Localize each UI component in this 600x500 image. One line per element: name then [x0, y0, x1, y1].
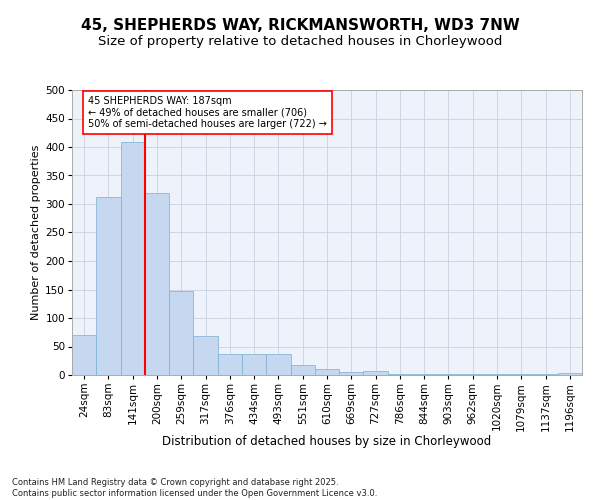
- Bar: [121, 142, 145, 375]
- Bar: [461, 374, 485, 375]
- Bar: [533, 374, 558, 375]
- Bar: [72, 335, 96, 375]
- Bar: [485, 374, 509, 375]
- Bar: [96, 197, 121, 375]
- Text: 45 SHEPHERDS WAY: 187sqm
← 49% of detached houses are smaller (706)
50% of semi-: 45 SHEPHERDS WAY: 187sqm ← 49% of detach…: [88, 96, 326, 129]
- Y-axis label: Number of detached properties: Number of detached properties: [31, 145, 41, 320]
- Text: Contains HM Land Registry data © Crown copyright and database right 2025.
Contai: Contains HM Land Registry data © Crown c…: [12, 478, 377, 498]
- Bar: [558, 374, 582, 375]
- Bar: [339, 372, 364, 375]
- Bar: [266, 354, 290, 375]
- Bar: [412, 374, 436, 375]
- Bar: [388, 374, 412, 375]
- Text: 45, SHEPHERDS WAY, RICKMANSWORTH, WD3 7NW: 45, SHEPHERDS WAY, RICKMANSWORTH, WD3 7N…: [80, 18, 520, 32]
- Bar: [193, 336, 218, 375]
- Bar: [436, 374, 461, 375]
- X-axis label: Distribution of detached houses by size in Chorleywood: Distribution of detached houses by size …: [163, 435, 491, 448]
- Bar: [218, 354, 242, 375]
- Bar: [169, 291, 193, 375]
- Text: Size of property relative to detached houses in Chorleywood: Size of property relative to detached ho…: [98, 35, 502, 48]
- Bar: [242, 354, 266, 375]
- Bar: [315, 370, 339, 375]
- Bar: [509, 374, 533, 375]
- Bar: [145, 192, 169, 375]
- Bar: [290, 366, 315, 375]
- Bar: [364, 371, 388, 375]
